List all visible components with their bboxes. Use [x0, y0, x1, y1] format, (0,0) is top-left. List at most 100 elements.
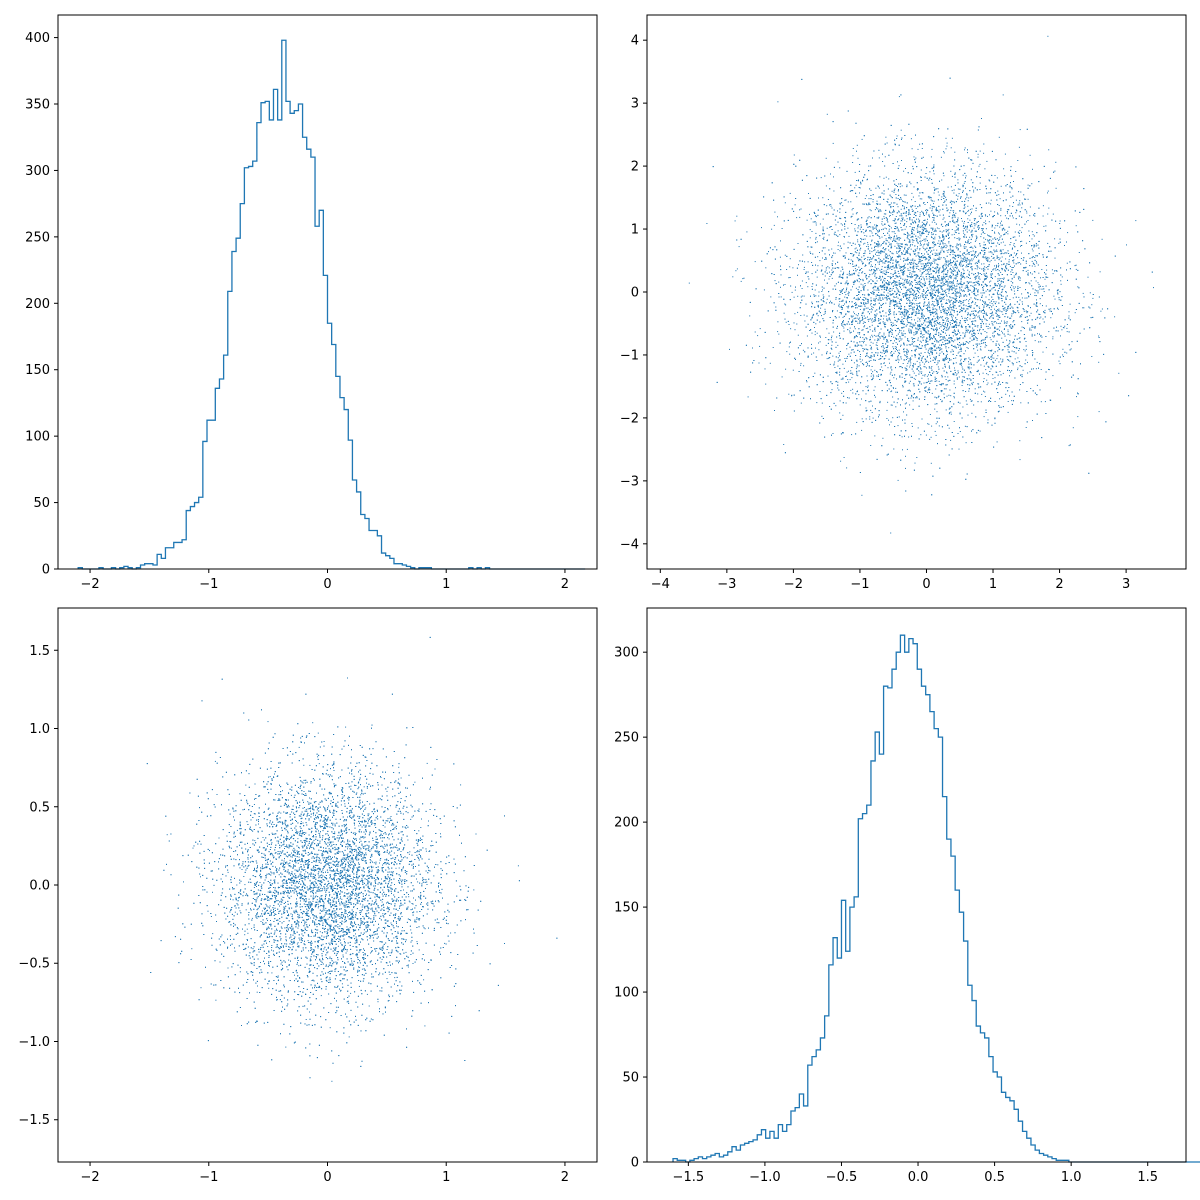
scatter-point: [1017, 369, 1019, 371]
scatter-point: [984, 331, 986, 332]
scatter-point: [1126, 244, 1127, 246]
scatter-point: [982, 231, 984, 233]
scatter-point: [896, 135, 898, 137]
scatter-point: [920, 323, 922, 325]
scatter-point: [785, 321, 787, 323]
scatter-point: [876, 345, 878, 346]
scatter-point: [831, 277, 833, 279]
scatter-point: [953, 202, 955, 204]
scatter-point: [941, 196, 943, 198]
scatter-point: [854, 281, 856, 283]
scatter-point: [821, 402, 823, 404]
scatter-point: [933, 278, 935, 280]
scatter-point: [906, 324, 908, 326]
scatter-point: [985, 319, 987, 321]
scatter-point: [830, 339, 832, 341]
scatter-point: [907, 214, 909, 216]
scatter-point: [1020, 245, 1021, 247]
scatter-point: [839, 167, 841, 169]
scatter-point: [844, 223, 846, 225]
scatter-point: [862, 317, 863, 319]
scatter-point: [895, 387, 897, 389]
scatter-point: [826, 205, 828, 207]
scatter-point: [984, 233, 986, 234]
scatter-point: [998, 264, 1000, 266]
scatter-point: [850, 201, 852, 203]
scatter-point: [903, 351, 905, 353]
scatter-point: [921, 295, 923, 297]
scatter-point: [995, 267, 997, 269]
scatter-point: [984, 396, 986, 397]
scatter-point: [939, 333, 941, 335]
scatter-point: [867, 302, 869, 304]
scatter-point: [971, 208, 973, 210]
scatter-point: [932, 307, 934, 309]
scatter-point: [965, 259, 967, 261]
scatter-point: [977, 325, 979, 326]
scatter-point: [953, 297, 955, 299]
scatter-point: [978, 280, 980, 282]
scatter-point: [930, 267, 932, 269]
scatter-point: [971, 223, 973, 225]
scatter-point: [925, 297, 927, 299]
scatter-point: [939, 327, 940, 329]
scatter-point: [887, 283, 888, 285]
scatter-point: [911, 148, 913, 150]
scatter-point: [815, 222, 817, 224]
scatter-point: [785, 368, 787, 370]
scatter-point: [911, 236, 913, 238]
scatter-point: [1027, 274, 1029, 276]
scatter-point: [807, 286, 809, 288]
scatter-point: [944, 308, 946, 310]
scatter-point: [851, 209, 853, 211]
scatter-point: [889, 293, 891, 295]
scatter-point: [1074, 312, 1076, 314]
scatter-point: [909, 269, 911, 271]
scatter-point: [872, 255, 874, 257]
scatter-point: [883, 362, 885, 364]
scatter-point: [941, 384, 942, 386]
scatter-point: [883, 270, 885, 272]
scatter-point: [859, 309, 861, 310]
scatter-point: [991, 288, 993, 290]
scatter-point: [930, 156, 932, 158]
scatter-point: [998, 205, 1000, 206]
scatter-point: [934, 230, 936, 232]
scatter-point: [980, 364, 982, 366]
scatter-point: [943, 312, 945, 314]
scatter-point: [994, 377, 996, 379]
scatter-point: [983, 305, 985, 307]
scatter-point: [932, 303, 934, 305]
scatter-point: [937, 318, 939, 320]
scatter-point: [919, 280, 921, 282]
x-tick-label: 1: [442, 577, 450, 592]
scatter-point: [1040, 277, 1041, 279]
scatter-point: [888, 178, 890, 180]
scatter-point: [906, 234, 908, 236]
scatter-point: [922, 334, 924, 336]
scatter-point: [904, 263, 906, 265]
scatter-point: [957, 352, 959, 354]
scatter-point: [906, 348, 908, 350]
scatter-point: [922, 240, 924, 241]
scatter-point: [910, 362, 912, 364]
scatter-point: [948, 281, 950, 283]
scatter-point: [987, 328, 989, 330]
scatter-point: [1063, 327, 1065, 329]
scatter-point: [905, 226, 907, 228]
scatter-point: [825, 157, 827, 159]
scatter-point: [920, 332, 922, 334]
scatter-point: [1031, 265, 1033, 267]
plot-area: [688, 35, 1154, 534]
scatter-point: [885, 315, 887, 317]
scatter-point: [945, 317, 946, 319]
scatter-point: [930, 320, 931, 322]
scatter-point: [862, 337, 864, 339]
scatter-point: [961, 324, 963, 326]
scatter-point: [933, 241, 934, 243]
scatter-point: [989, 214, 990, 216]
scatter-point: [894, 202, 896, 204]
scatter-point: [902, 293, 904, 294]
scatter-point: [900, 287, 901, 289]
scatter-point: [938, 347, 940, 349]
